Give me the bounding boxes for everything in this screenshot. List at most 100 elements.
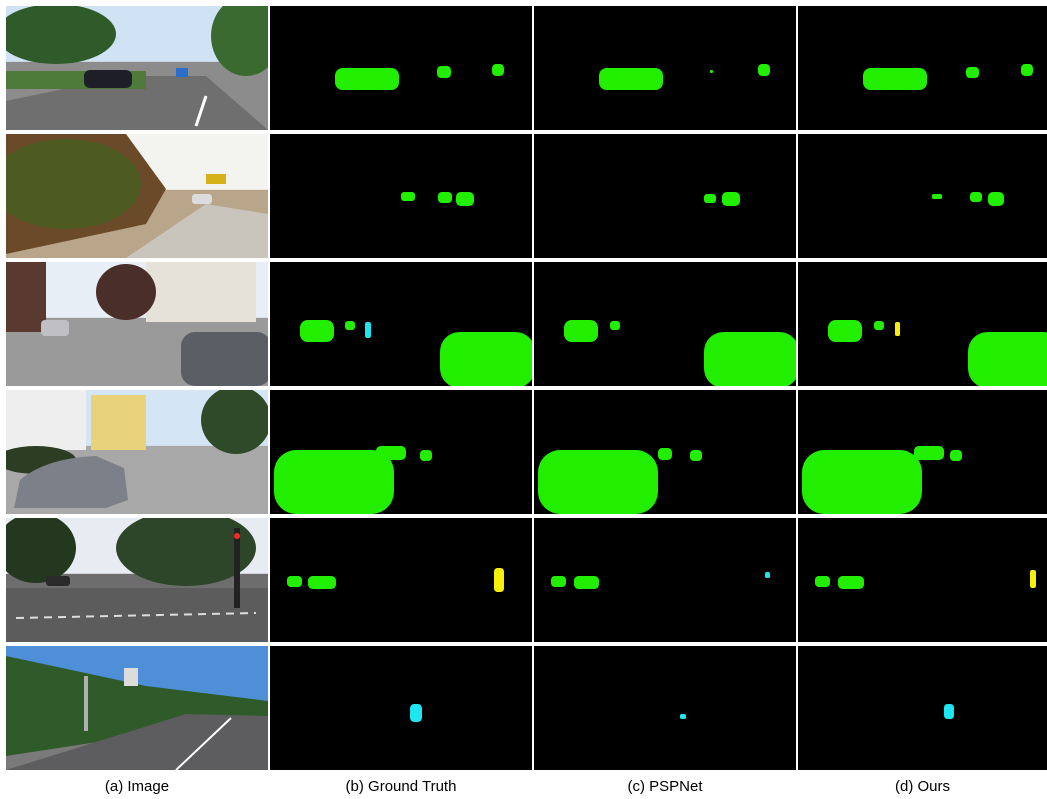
car-blob bbox=[492, 64, 504, 76]
car-blob bbox=[440, 332, 532, 386]
caption-ground-truth: (b) Ground Truth bbox=[345, 778, 457, 795]
seg-map-r1-ground-truth bbox=[270, 6, 532, 130]
car-blob bbox=[456, 192, 474, 206]
car-blob bbox=[1021, 64, 1033, 76]
caption-image: (a) Image bbox=[104, 778, 170, 795]
caption-ours: (d) Ours bbox=[894, 778, 950, 795]
cell-r3-image bbox=[6, 262, 268, 386]
car-blob bbox=[551, 576, 566, 587]
car-blob bbox=[914, 446, 944, 460]
car-blob bbox=[308, 576, 336, 589]
photo-r2 bbox=[6, 134, 268, 258]
seg-map-r2-ours bbox=[798, 134, 1047, 258]
car-blob bbox=[401, 192, 415, 201]
cell-r5-pspnet bbox=[534, 518, 796, 642]
cell-r6-ours bbox=[798, 646, 1047, 770]
cell-r4-pspnet bbox=[534, 390, 796, 514]
car-blob bbox=[838, 576, 864, 589]
car-blob bbox=[722, 192, 740, 206]
cell-r6-ground-truth bbox=[270, 646, 532, 770]
car-blob bbox=[610, 321, 620, 330]
seg-map-r6-ground-truth bbox=[270, 646, 532, 770]
car-blob bbox=[932, 194, 942, 199]
car-blob bbox=[988, 192, 1004, 206]
car-blob bbox=[815, 576, 830, 587]
car-blob bbox=[287, 576, 302, 587]
cell-r2-ground-truth bbox=[270, 134, 532, 258]
cell-r4-ground-truth bbox=[270, 390, 532, 514]
car-blob bbox=[345, 321, 355, 330]
car-blob bbox=[863, 68, 927, 90]
pedestrian-blob bbox=[680, 714, 686, 719]
car-blob bbox=[658, 448, 672, 460]
cell-r1-pspnet bbox=[534, 6, 796, 130]
cell-r2-pspnet bbox=[534, 134, 796, 258]
photo-r3 bbox=[6, 262, 268, 386]
seg-map-r1-pspnet bbox=[534, 6, 796, 130]
cell-r3-pspnet bbox=[534, 262, 796, 386]
seg-map-r1-ours bbox=[798, 6, 1047, 130]
car-blob bbox=[538, 450, 658, 514]
seg-map-r3-ground-truth bbox=[270, 262, 532, 386]
cell-r3-ground-truth bbox=[270, 262, 532, 386]
pedestrian-blob bbox=[765, 572, 770, 578]
photo-r5 bbox=[6, 518, 268, 642]
seg-map-r4-pspnet bbox=[534, 390, 796, 514]
seg-map-r2-ground-truth bbox=[270, 134, 532, 258]
seg-map-r4-ground-truth bbox=[270, 390, 532, 514]
cell-r4-image bbox=[6, 390, 268, 514]
car-blob bbox=[274, 450, 394, 514]
cell-r5-ground-truth bbox=[270, 518, 532, 642]
car-blob bbox=[704, 332, 796, 386]
car-blob bbox=[300, 320, 334, 342]
car-blob bbox=[874, 321, 884, 330]
car-blob bbox=[966, 67, 979, 78]
cell-r2-ours bbox=[798, 134, 1047, 258]
seg-map-r5-ours bbox=[798, 518, 1047, 642]
seg-map-r6-ours bbox=[798, 646, 1047, 770]
car-blob bbox=[574, 576, 599, 589]
car-blob bbox=[437, 66, 451, 78]
car-blob bbox=[420, 450, 432, 461]
cell-r6-pspnet bbox=[534, 646, 796, 770]
cell-r4-ours bbox=[798, 390, 1047, 514]
pedestrian-blob bbox=[410, 704, 422, 722]
cell-r6-image bbox=[6, 646, 268, 770]
cyclist-blob bbox=[494, 568, 504, 592]
car-blob bbox=[599, 68, 663, 90]
car-blob bbox=[758, 64, 770, 76]
car-blob bbox=[828, 320, 862, 342]
photo-r6 bbox=[6, 646, 268, 770]
car-blob bbox=[438, 192, 452, 203]
seg-map-r5-pspnet bbox=[534, 518, 796, 642]
car-blob bbox=[335, 68, 399, 90]
seg-map-r5-ground-truth bbox=[270, 518, 532, 642]
photo-r4 bbox=[6, 390, 268, 514]
car-blob bbox=[970, 192, 982, 202]
seg-map-r6-pspnet bbox=[534, 646, 796, 770]
cell-r1-image bbox=[6, 6, 268, 130]
cell-r3-ours bbox=[798, 262, 1047, 386]
seg-map-r2-pspnet bbox=[534, 134, 796, 258]
car-blob bbox=[802, 450, 922, 514]
pedestrian-blob bbox=[944, 704, 954, 719]
cyclist-blob bbox=[895, 322, 900, 336]
seg-map-r4-ours bbox=[798, 390, 1047, 514]
pedestrian-blob bbox=[365, 322, 371, 338]
car-blob bbox=[968, 332, 1047, 386]
cell-r5-ours bbox=[798, 518, 1047, 642]
cell-r2-image bbox=[6, 134, 268, 258]
car-blob bbox=[710, 70, 713, 73]
caption-pspnet: (c) PSPNet bbox=[627, 778, 703, 795]
car-blob bbox=[564, 320, 598, 342]
car-blob bbox=[704, 194, 716, 203]
cell-r1-ours bbox=[798, 6, 1047, 130]
seg-map-r3-pspnet bbox=[534, 262, 796, 386]
car-blob bbox=[376, 446, 406, 460]
car-blob bbox=[950, 450, 962, 461]
photo-r1 bbox=[6, 6, 268, 130]
cyclist-blob bbox=[1030, 570, 1036, 588]
cell-r1-ground-truth bbox=[270, 6, 532, 130]
car-blob bbox=[690, 450, 702, 461]
